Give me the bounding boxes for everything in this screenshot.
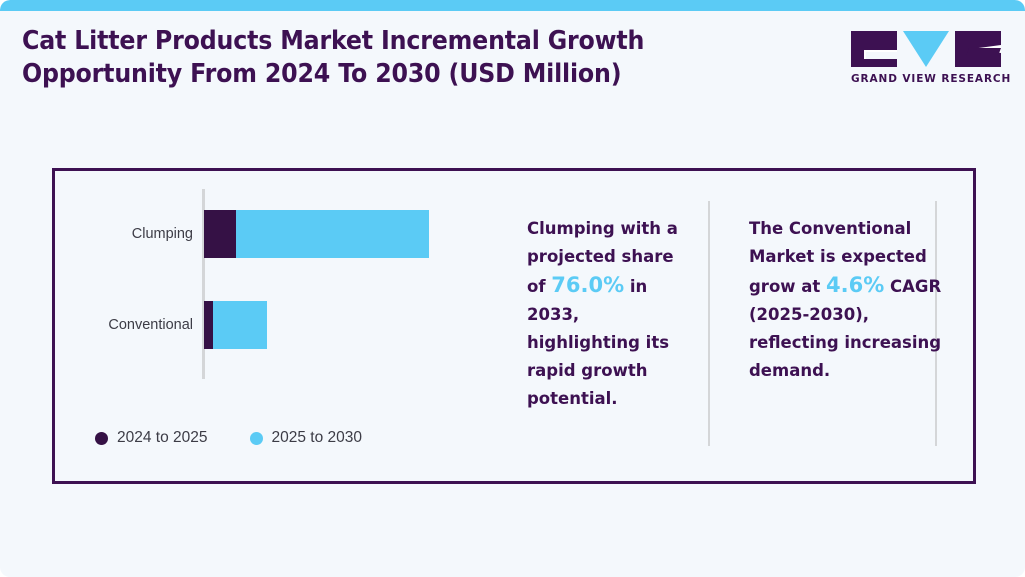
clumping-callout: Clumping with a projected share of 76.0%… <box>527 215 697 413</box>
bar-segment-clumping-2025-2030[interactable] <box>236 210 429 258</box>
legend-dot-icon-2025-2030 <box>249 431 263 445</box>
page-title-line-2: Opportunity From 2024 To 2030 (USD Milli… <box>22 59 622 89</box>
bar-segment-conventional-2024-2025[interactable] <box>204 301 213 349</box>
clumping-callout-pre: Clumping with a projected share of <box>527 219 678 296</box>
legend-label-2025-2030: 2025 to 2030 <box>271 429 363 446</box>
logo-r-icon <box>955 31 1001 67</box>
bar-row-clumping: Clumping <box>55 210 515 258</box>
bar-row-conventional: Conventional <box>55 301 515 349</box>
bar-label-conventional: Conventional <box>108 317 193 333</box>
conventional-callout-post: CAGR (2025-2030), reflecting increasing … <box>749 277 942 380</box>
panel-divider-2 <box>935 201 937 446</box>
bar-segment-clumping-2024-2025[interactable] <box>204 210 236 258</box>
panel-divider-1 <box>708 201 710 446</box>
grand-view-research-logo: GRAND VIEW RESEARCH <box>851 31 1012 85</box>
top-accent-strip <box>0 0 1025 11</box>
conventional-callout-pre: The Conventional Market is expected grow… <box>749 219 927 296</box>
logo-wordmark: GRAND VIEW RESEARCH <box>851 73 1012 85</box>
legend-label-2024-2025: 2024 to 2025 <box>117 429 208 446</box>
legend-item-2024-2025[interactable]: 2024 to 2025 <box>95 429 208 447</box>
bar-track-clumping <box>204 210 429 258</box>
stacked-bar-chart: Clumping Conventional 2024 to 2025 <box>55 171 515 481</box>
logo-v-triangle-icon <box>903 31 949 67</box>
conventional-callout-highlight: 4.6% <box>826 273 885 297</box>
clumping-callout-highlight: 76.0% <box>551 273 625 297</box>
legend-item-2025-2030[interactable]: 2025 to 2030 <box>249 429 363 447</box>
bar-segment-conventional-2025-2030[interactable] <box>213 301 267 349</box>
page-title: Cat Litter Products Market Incremental G… <box>22 25 673 91</box>
chart-legend: 2024 to 2025 2025 to 2030 <box>95 429 362 447</box>
logo-v-triangle-shape <box>903 31 949 67</box>
logo-r-arrow-mask <box>966 48 1001 55</box>
chart-axis-line <box>202 189 205 379</box>
conventional-callout: The Conventional Market is expected grow… <box>749 215 961 385</box>
content-card: Clumping Conventional 2024 to 2025 <box>52 168 976 484</box>
logo-g-notch <box>864 50 897 59</box>
header: Cat Litter Products Market Incremental G… <box>0 11 1025 121</box>
logo-marks <box>851 31 1001 67</box>
legend-dot-icon-2024-2025 <box>95 431 108 445</box>
page-title-line-1: Cat Litter Products Market Incremental G… <box>22 26 645 56</box>
logo-g-icon <box>851 31 897 67</box>
bar-track-conventional <box>204 301 267 349</box>
bar-label-clumping: Clumping <box>131 226 193 242</box>
clumping-callout-post: in 2033, highlighting its rapid growth p… <box>527 277 670 408</box>
